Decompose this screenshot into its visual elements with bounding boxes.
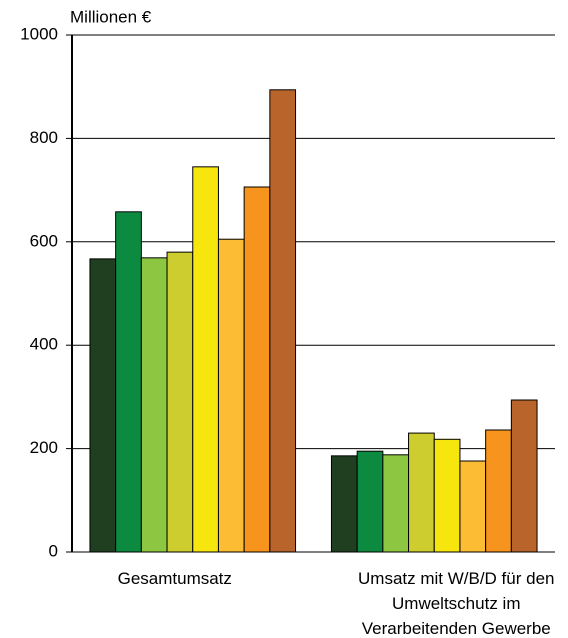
bar xyxy=(115,211,142,553)
bar xyxy=(140,257,168,553)
y-tick-label: 400 xyxy=(30,335,58,354)
y-tick-label: 200 xyxy=(30,438,58,457)
bar xyxy=(192,166,219,553)
y-tick-label: 0 xyxy=(49,541,58,560)
bar xyxy=(356,450,384,553)
y-tick-label: 1000 xyxy=(20,24,58,43)
bar xyxy=(485,429,512,553)
x-tick-label: Umsatz mit W/B/D für den Umweltschutz im… xyxy=(358,569,555,638)
bar xyxy=(330,455,358,553)
y-tick-label: 800 xyxy=(30,128,58,147)
bar xyxy=(217,238,245,553)
y-tick-label: 600 xyxy=(30,231,58,250)
bar xyxy=(433,438,461,553)
bar xyxy=(510,399,538,553)
bar xyxy=(269,89,297,553)
y-axis-label: Millionen € xyxy=(70,7,152,26)
bar xyxy=(459,460,487,553)
bar xyxy=(382,454,410,553)
bar xyxy=(89,258,117,553)
x-tick-label: Gesamtumsatz xyxy=(117,569,232,588)
bar xyxy=(408,432,435,553)
bar xyxy=(166,251,194,553)
bar xyxy=(243,186,271,553)
